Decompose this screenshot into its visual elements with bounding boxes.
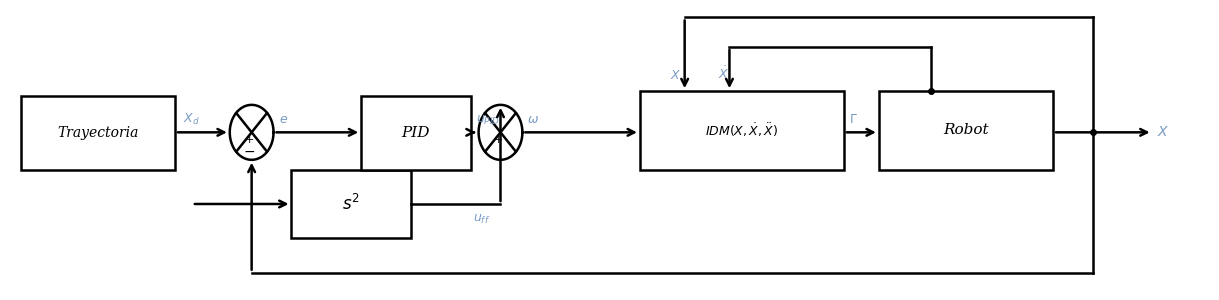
Text: Trayectoria: Trayectoria bbox=[57, 126, 139, 140]
Text: $\dot{X}$: $\dot{X}$ bbox=[718, 66, 729, 82]
Text: $IDM(X,\dot{X},\ddot{X})$: $IDM(X,\dot{X},\ddot{X})$ bbox=[706, 122, 779, 139]
Bar bbox=[21, 96, 176, 170]
Text: $X$: $X$ bbox=[669, 69, 681, 82]
Text: +: + bbox=[245, 135, 255, 145]
Bar bbox=[879, 91, 1053, 170]
Text: +: + bbox=[494, 135, 503, 145]
Text: PID: PID bbox=[401, 126, 430, 140]
Bar bbox=[291, 169, 411, 238]
Text: $X$: $X$ bbox=[1158, 125, 1170, 139]
Text: −: − bbox=[244, 145, 256, 159]
Text: $\Gamma$: $\Gamma$ bbox=[848, 112, 858, 125]
Text: Robot: Robot bbox=[944, 123, 989, 137]
Text: $X_d$: $X_d$ bbox=[183, 112, 200, 127]
Bar bbox=[361, 96, 471, 170]
Text: $\omega$: $\omega$ bbox=[528, 112, 539, 125]
Text: $e$: $e$ bbox=[278, 112, 288, 125]
Bar bbox=[640, 91, 844, 170]
Text: $u_{ff}$: $u_{ff}$ bbox=[473, 213, 490, 226]
Text: $s^2$: $s^2$ bbox=[343, 194, 360, 214]
Text: $u_{PID}$: $u_{PID}$ bbox=[475, 113, 500, 127]
